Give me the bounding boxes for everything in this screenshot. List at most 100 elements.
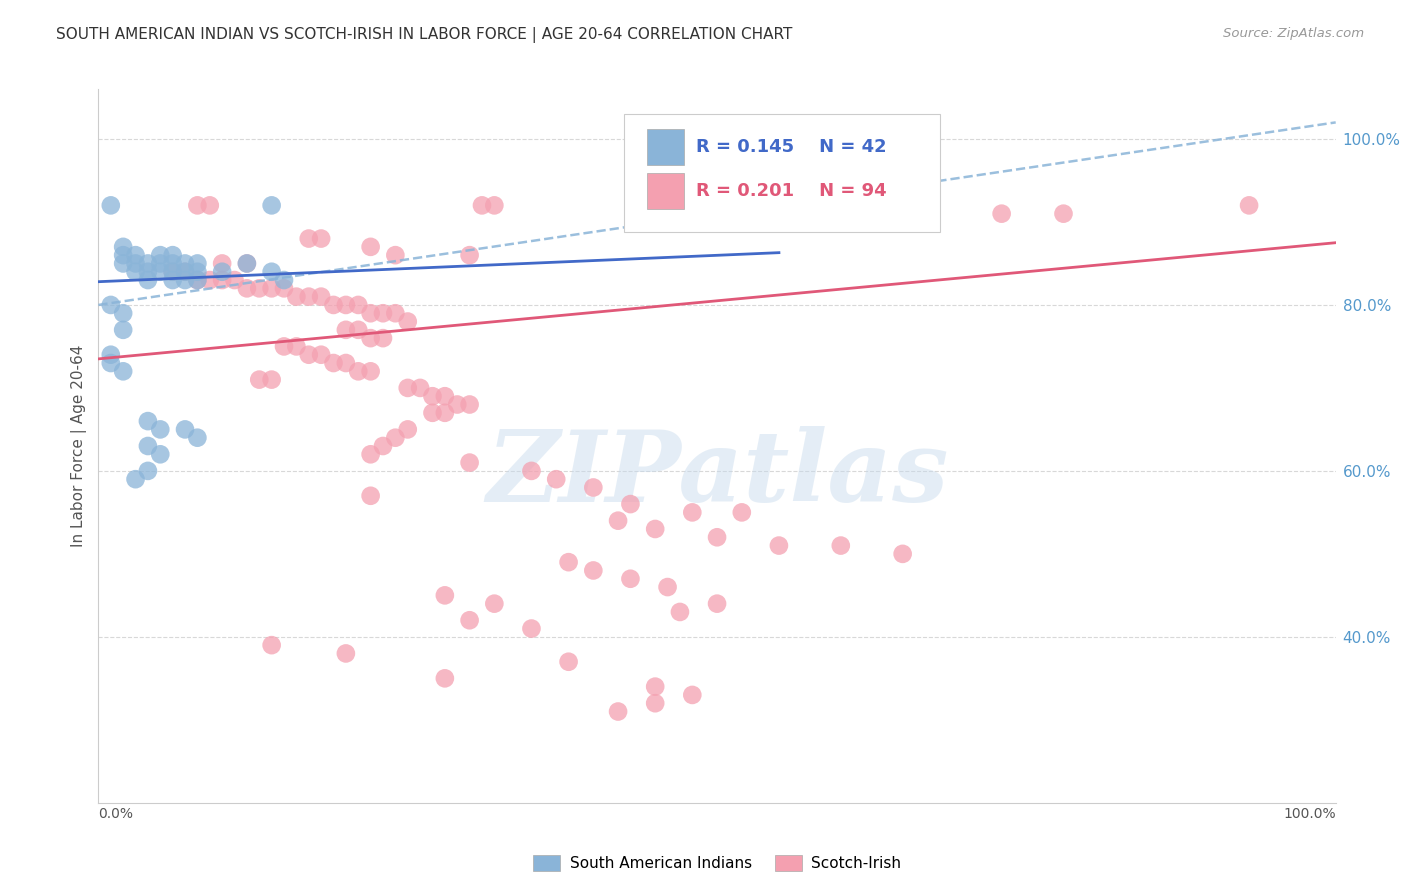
Point: [1052, 207, 1074, 221]
Point: [273, 339, 295, 353]
Point: [124, 472, 146, 486]
Point: [136, 414, 159, 428]
Point: [681, 688, 703, 702]
Point: [990, 207, 1012, 221]
Point: [360, 331, 382, 345]
Point: [371, 439, 394, 453]
Point: [731, 505, 754, 519]
Point: [174, 422, 197, 436]
Point: [335, 647, 357, 661]
Point: [186, 265, 208, 279]
Point: [484, 597, 506, 611]
Point: [433, 406, 456, 420]
Legend: South American Indians, Scotch-Irish: South American Indians, Scotch-Irish: [527, 849, 907, 877]
Point: [112, 323, 135, 337]
Point: [335, 298, 357, 312]
Point: [100, 348, 122, 362]
Point: [433, 588, 456, 602]
Point: [1237, 198, 1260, 212]
Point: [471, 198, 494, 212]
Point: [557, 655, 579, 669]
Point: [273, 273, 295, 287]
Text: ZIPatlas: ZIPatlas: [486, 426, 948, 523]
Point: [384, 248, 406, 262]
Point: [458, 397, 481, 411]
Point: [174, 273, 197, 287]
Point: [706, 597, 728, 611]
Text: R = 0.145    N = 42: R = 0.145 N = 42: [696, 138, 887, 156]
Point: [124, 265, 146, 279]
Point: [433, 671, 456, 685]
Point: [247, 373, 270, 387]
Point: [360, 306, 382, 320]
Point: [458, 456, 481, 470]
Point: [149, 265, 172, 279]
Point: [409, 381, 432, 395]
Point: [360, 364, 382, 378]
Point: [644, 680, 666, 694]
Text: 0.0%: 0.0%: [98, 807, 134, 821]
Point: [446, 397, 468, 411]
Point: [124, 248, 146, 262]
Point: [830, 539, 852, 553]
Point: [706, 530, 728, 544]
Point: [371, 331, 394, 345]
Point: [136, 464, 159, 478]
Point: [396, 381, 419, 395]
Point: [112, 240, 135, 254]
Point: [273, 281, 295, 295]
Point: [162, 265, 184, 279]
Point: [607, 514, 630, 528]
Point: [347, 298, 370, 312]
Point: [149, 422, 172, 436]
Point: [657, 580, 679, 594]
Point: [285, 339, 308, 353]
Point: [162, 265, 184, 279]
Point: [198, 198, 221, 212]
Point: [136, 439, 159, 453]
Point: [112, 256, 135, 270]
Point: [149, 256, 172, 270]
Point: [186, 256, 208, 270]
Point: [335, 323, 357, 337]
Point: [247, 281, 270, 295]
Point: [112, 306, 135, 320]
Point: [162, 256, 184, 270]
Point: [260, 265, 283, 279]
Point: [186, 431, 208, 445]
Point: [681, 505, 703, 519]
Point: [298, 290, 321, 304]
FancyBboxPatch shape: [647, 173, 683, 209]
Point: [136, 273, 159, 287]
Point: [360, 489, 382, 503]
Point: [309, 231, 332, 245]
Point: [546, 472, 568, 486]
Text: R = 0.201    N = 94: R = 0.201 N = 94: [696, 182, 887, 200]
Point: [607, 705, 630, 719]
Point: [309, 290, 332, 304]
Point: [112, 248, 135, 262]
Point: [198, 273, 221, 287]
Point: [149, 447, 172, 461]
Point: [285, 290, 308, 304]
Point: [260, 198, 283, 212]
Point: [149, 248, 172, 262]
Point: [112, 364, 135, 378]
Point: [162, 248, 184, 262]
Point: [520, 622, 543, 636]
Point: [174, 265, 197, 279]
Text: 100.0%: 100.0%: [1284, 807, 1336, 821]
Point: [582, 481, 605, 495]
Point: [298, 231, 321, 245]
Point: [384, 306, 406, 320]
Point: [224, 273, 246, 287]
Point: [422, 406, 444, 420]
Point: [162, 273, 184, 287]
Point: [396, 422, 419, 436]
Point: [458, 248, 481, 262]
Point: [347, 364, 370, 378]
Point: [124, 256, 146, 270]
Point: [619, 497, 641, 511]
Point: [396, 314, 419, 328]
Point: [186, 273, 208, 287]
